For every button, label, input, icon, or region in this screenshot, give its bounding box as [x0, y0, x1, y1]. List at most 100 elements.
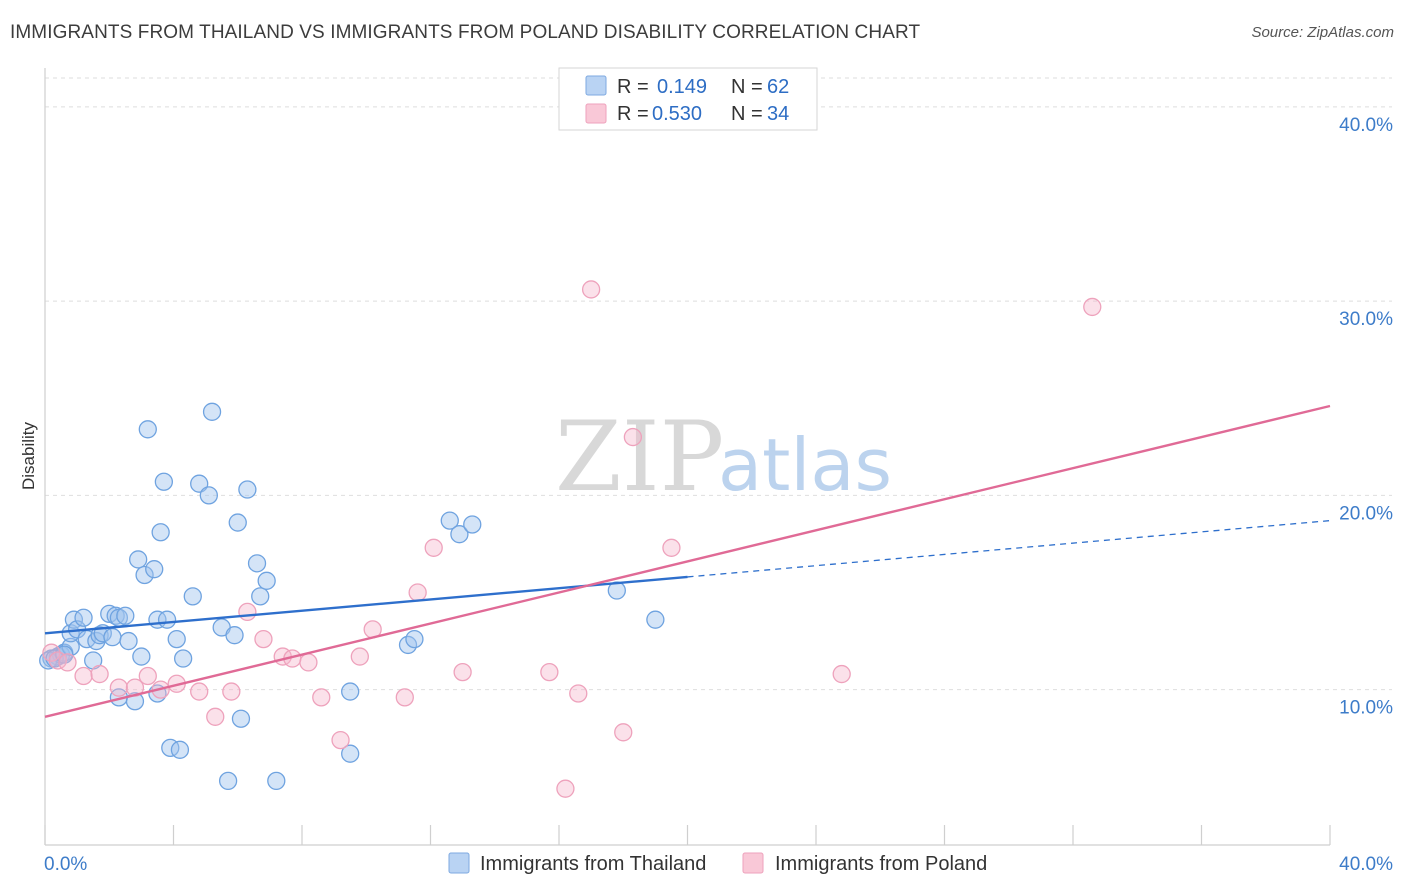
thailand-point-53 — [405, 629, 424, 649]
gridlines — [45, 77, 1392, 691]
y-tick-label-20: 20.0% — [1339, 503, 1393, 524]
poland-point-17 — [299, 653, 318, 672]
correlation-legend: R = 0.149 N = 62 R = 0.530 N = 34 — [558, 67, 818, 131]
poland-point-10 — [190, 682, 209, 701]
poland-point-5 — [109, 678, 129, 697]
thailand-point-19 — [119, 631, 138, 651]
bottom-legend-swatch-poland — [742, 852, 764, 874]
thailand-point-49 — [267, 771, 286, 791]
y-ticks: 10.0% 20.0% 30.0% 40.0% — [1339, 115, 1393, 719]
legend-n-value-thailand: 62 — [767, 76, 789, 98]
x-tick-label-min: 0.0% — [44, 854, 87, 875]
thailand-point-33 — [167, 629, 186, 649]
thailand-point-50 — [341, 682, 360, 701]
thailand-point-8 — [74, 608, 93, 627]
thailand-point-22 — [129, 550, 148, 569]
trend-lines — [44, 404, 1331, 718]
thailand-point-35 — [173, 649, 193, 668]
thailand-point-55 — [450, 525, 469, 544]
source-label: Source: ZipAtlas.com — [1251, 24, 1394, 41]
watermark: ZIP atlas — [555, 401, 892, 513]
poland-point-19 — [331, 730, 350, 750]
legend-swatch-poland — [585, 103, 607, 124]
x-tick-label-max: 40.0% — [1339, 854, 1393, 875]
poland-point-23 — [408, 583, 427, 602]
thailand-point-44 — [231, 709, 251, 728]
poland-point-18 — [312, 688, 331, 707]
poland-point-33 — [832, 664, 851, 684]
legend-r-label-poland: R = — [617, 103, 649, 125]
legend-r-value-thailand: 0.149 — [657, 76, 707, 98]
thailand-point-37 — [190, 474, 209, 493]
thailand-point-15 — [103, 628, 122, 647]
thailand-point-47 — [251, 587, 270, 606]
series-legend: Immigrants from Thailand Immigrants from… — [448, 852, 987, 875]
y-tick-label-30: 30.0% — [1339, 309, 1393, 330]
y-tick-label-40: 40.0% — [1339, 115, 1393, 136]
poland-point-31 — [623, 427, 643, 447]
poland-point-20 — [350, 647, 369, 666]
thailand-point-41 — [218, 771, 238, 791]
poland-point-3 — [74, 666, 93, 686]
legend-r-value-poland: 0.530 — [652, 103, 702, 125]
legend-n-label-poland: N = — [731, 103, 763, 125]
thailand-point-48 — [257, 571, 276, 590]
trend-line-poland — [44, 404, 1331, 718]
thailand-point-30 — [154, 472, 174, 491]
poland-point-22 — [395, 688, 414, 707]
thailand-point-54 — [440, 511, 459, 530]
poland-point-34 — [1083, 297, 1102, 317]
poland-point-27 — [556, 779, 575, 798]
poland-point-7 — [138, 666, 157, 686]
thailand-point-24 — [135, 565, 154, 585]
poland-point-28 — [569, 684, 588, 703]
bottom-legend-swatch-thailand — [448, 852, 470, 874]
watermark-atlas: atlas — [718, 423, 892, 507]
thailand-point-34 — [170, 740, 190, 759]
poland-point-25 — [453, 662, 472, 682]
poland-point-12 — [222, 682, 241, 701]
thailand-point-45 — [238, 480, 257, 499]
thailand-point-36 — [183, 587, 202, 606]
thailand-point-14 — [100, 604, 119, 623]
poland-point-24 — [424, 538, 443, 557]
poland-point-29 — [581, 280, 601, 299]
thailand-point-25 — [138, 420, 157, 439]
thailand-point-46 — [247, 554, 267, 573]
thailand-point-58 — [646, 610, 665, 629]
x-ticks — [44, 825, 1331, 845]
thailand-point-38 — [199, 486, 218, 505]
series-poland-points — [42, 280, 1102, 798]
poland-point-2 — [58, 653, 77, 672]
thailand-point-42 — [225, 626, 244, 645]
y-tick-label-10: 10.0% — [1339, 698, 1393, 719]
legend-n-label-thailand: N = — [731, 76, 763, 98]
thailand-point-26 — [145, 560, 164, 579]
legend-r-label-thailand: R = — [617, 76, 649, 98]
poland-point-30 — [614, 723, 633, 742]
y-axis-label: Disability — [19, 421, 38, 490]
poland-point-4 — [90, 664, 109, 684]
trend-line-thailand-extension — [687, 519, 1331, 578]
thailand-point-29 — [151, 523, 170, 542]
bottom-legend-label-thailand: Immigrants from Thailand — [480, 853, 706, 875]
legend-swatch-thailand — [585, 75, 607, 96]
poland-point-14 — [254, 629, 273, 649]
thailand-point-31 — [157, 610, 177, 629]
poland-point-26 — [540, 662, 559, 682]
poland-point-32 — [662, 538, 681, 557]
legend-n-value-poland: 34 — [767, 103, 789, 125]
chart-title: IMMIGRANTS FROM THAILAND VS IMMIGRANTS F… — [10, 22, 921, 43]
thailand-point-16 — [106, 606, 125, 625]
thailand-point-18 — [116, 606, 135, 625]
thailand-point-51 — [341, 744, 360, 763]
bottom-legend-label-poland: Immigrants from Poland — [775, 853, 987, 875]
thailand-point-23 — [132, 647, 151, 666]
watermark-zip: ZIP — [555, 401, 724, 513]
thailand-point-43 — [228, 513, 247, 532]
poland-point-13 — [238, 602, 257, 622]
thailand-point-39 — [202, 402, 222, 421]
poland-point-11 — [206, 707, 225, 726]
thailand-point-56 — [463, 515, 482, 534]
